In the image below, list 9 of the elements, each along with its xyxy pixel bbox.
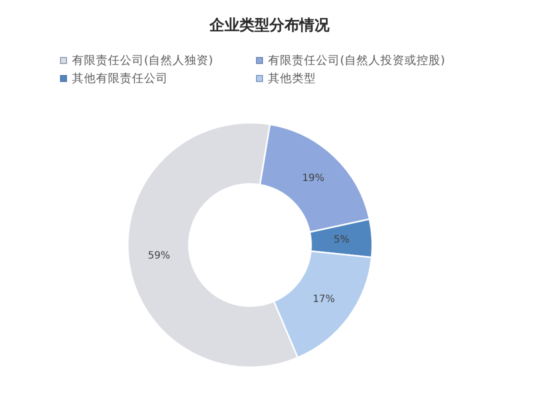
data-label: 17%	[312, 294, 335, 306]
data-label: 59%	[148, 250, 170, 262]
legend-label: 有限责任公司(自然人投资或控股)	[268, 53, 445, 68]
data-label: 19%	[302, 173, 324, 184]
legend-label: 其他类型	[268, 71, 316, 86]
legend-label: 有限责任公司(自然人独资)	[72, 53, 213, 68]
data-label: 5%	[334, 234, 350, 246]
chart-title: 企业类型分布情况	[210, 16, 330, 34]
legend-label: 其他有限责任公司	[72, 71, 168, 86]
